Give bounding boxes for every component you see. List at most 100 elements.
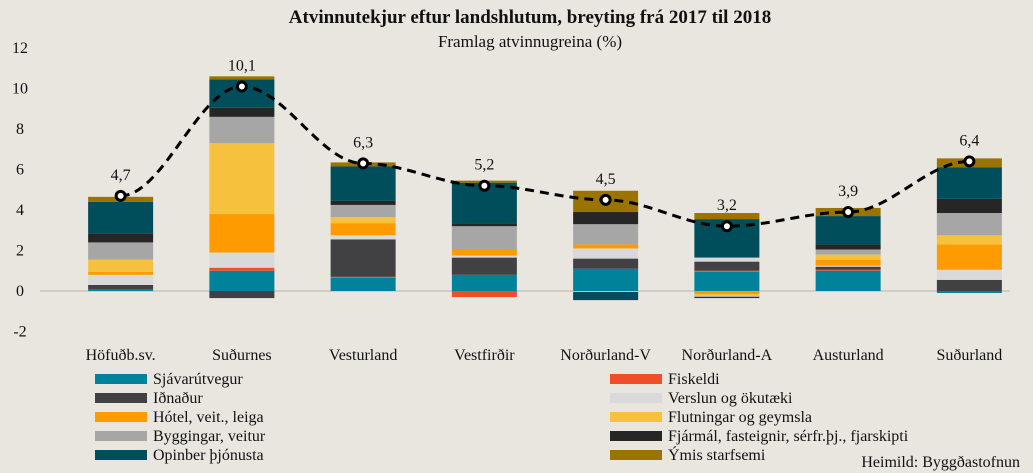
y-axis: -2 0 2 4 6 8 10 12 [12, 40, 28, 341]
bar-segment [451, 274, 517, 291]
total-point [478, 179, 491, 192]
y-tick-label: -2 [13, 324, 26, 341]
bar-segment [694, 297, 760, 299]
bar-segment [209, 143, 275, 215]
bar-stack [209, 76, 275, 299]
bar-segment [815, 244, 881, 250]
bar-segment [815, 259, 881, 266]
total-data-label: 3,2 [717, 197, 737, 214]
legend-item: Iðnaður [95, 390, 203, 407]
bar-segment [209, 76, 275, 80]
total-data-label: 6,4 [959, 132, 979, 149]
bar-segment [936, 269, 1002, 280]
bar-segment [694, 294, 760, 297]
bar-segment [573, 248, 639, 259]
legend-item: Sjávarútvegur [95, 371, 243, 388]
bar-segment [694, 291, 760, 295]
bar-segment [451, 226, 517, 250]
y-tick-label: 8 [16, 121, 24, 138]
bar-stack [330, 162, 396, 291]
bar-stack [451, 180, 517, 298]
x-tick-label: Austurland [813, 347, 884, 364]
bar-segment [209, 252, 275, 268]
total-data-label: 10,1 [228, 57, 256, 74]
bar-segment [573, 292, 639, 301]
x-tick-label: Höfuðb.sv. [86, 347, 156, 364]
total-data-label: 5,2 [474, 157, 494, 174]
bar-stack [573, 190, 639, 301]
bar-segment [815, 269, 881, 271]
total-point [235, 80, 248, 93]
bar-segment [88, 242, 154, 260]
bar-segment [936, 279, 1002, 291]
legend-item: Fjármál, fasteignir, sérfr.þj., fjarskip… [610, 428, 909, 445]
y-tick-label: 12 [12, 40, 28, 57]
legend-swatch [610, 393, 662, 403]
bar-segment [936, 291, 1002, 294]
y-tick-label: 6 [16, 162, 24, 179]
bar-segment [330, 276, 396, 278]
chart-title: Atvinnutekjur eftur landshlutum, breytin… [289, 7, 771, 28]
total-line: 4,7 10,1 6,3 5,2 4,5 3,2 3,9 6,4 [111, 57, 979, 233]
bar-segment [330, 235, 396, 240]
bar-segment [330, 277, 396, 291]
source-note: Heimild: Byggðastofnun [861, 454, 1020, 471]
legend-label: Flutningar og geymsla [668, 409, 812, 426]
bar-segment [209, 291, 275, 299]
bar-segment [330, 217, 396, 224]
bar-segment [88, 284, 154, 289]
legend-label: Sjávarútvegur [153, 371, 243, 388]
bar-segment [451, 255, 517, 258]
bar-segment [451, 291, 517, 298]
bar-segment [209, 107, 275, 117]
bar-segment [451, 257, 517, 275]
bar-segment [330, 204, 396, 218]
bar-stack [815, 207, 881, 291]
legend-label: Fjármál, fasteignir, sérfr.þj., fjarskip… [668, 428, 909, 445]
x-tick-label: Vestfirðir [454, 347, 515, 364]
bar-segment [694, 257, 760, 262]
bar-segment [330, 239, 396, 277]
bar-segment [694, 296, 760, 298]
bar-segment [815, 216, 881, 245]
bar-stack [936, 158, 1002, 294]
bar-segment [815, 266, 881, 270]
legend-swatch [95, 374, 147, 384]
x-tick-label: Vesturland [329, 347, 397, 364]
y-tick-label: 10 [12, 81, 28, 98]
legend-swatch [95, 393, 147, 403]
total-point [114, 189, 127, 202]
bar-segment [330, 166, 396, 201]
x-tick-label: Suðurnes [212, 347, 272, 364]
legend-item: Hótel, veit., leiga [95, 409, 264, 426]
legend-item: Flutningar og geymsla [610, 409, 812, 426]
bar-segment [936, 167, 1002, 199]
bar-segment [815, 265, 881, 267]
total-point [357, 157, 370, 170]
bar-segment [936, 213, 1002, 236]
bar-stack [88, 196, 154, 291]
x-tick-label: Suðurland [936, 347, 1002, 364]
bar-segment [573, 212, 639, 225]
bar-segment [209, 267, 275, 271]
legend-label: Ýmis starfsemi [668, 445, 766, 464]
y-tick-label: 2 [16, 243, 24, 260]
total-point [720, 220, 733, 233]
x-tick-label: Norðurland-V [560, 347, 651, 364]
bar-segment [573, 268, 639, 291]
x-tick-label: Norðurland-A [682, 347, 773, 364]
legend: Sjávarútvegur Iðnaður Hótel, veit., leiga B… [95, 371, 909, 464]
bar-segment [936, 244, 1002, 270]
bar-segment [936, 198, 1002, 214]
bar-segment [694, 213, 760, 220]
legend-item: Verslun og ökutæki [610, 390, 793, 407]
y-tick-label: 0 [16, 283, 24, 300]
bar-segment [209, 270, 275, 291]
bar-segment [88, 233, 154, 243]
legend-item: Opinber þjónusta [95, 447, 264, 464]
bar-segment [694, 270, 760, 272]
legend-swatch [95, 450, 147, 460]
bar-segment [573, 224, 639, 245]
bar-segment [573, 244, 639, 249]
bar-segment [330, 223, 396, 236]
